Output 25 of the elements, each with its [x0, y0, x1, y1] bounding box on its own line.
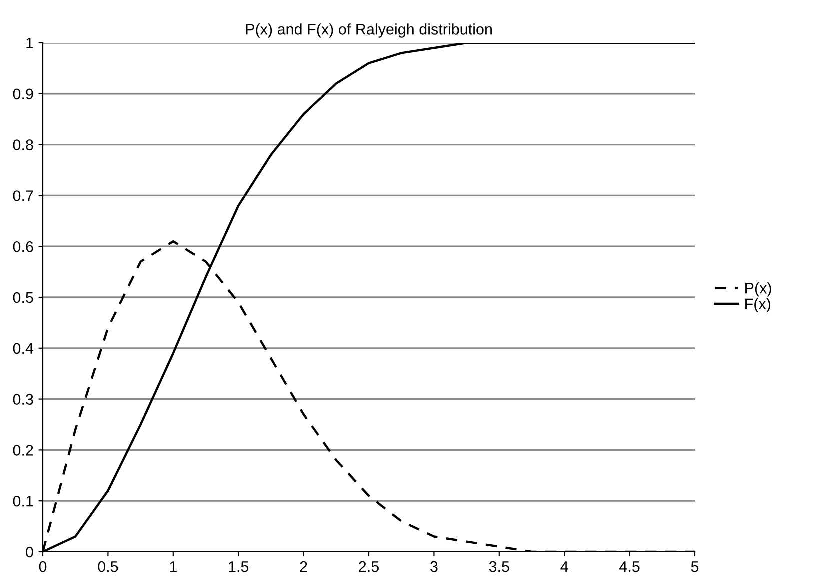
- y-tick-label: 1: [26, 38, 34, 49]
- x-tick-label: 2: [300, 561, 308, 572]
- x-tick-label: 5: [691, 562, 699, 572]
- y-tick-label: 0.7: [13, 190, 34, 202]
- x-tick-label: 2.5: [359, 561, 379, 572]
- y-tick-label: 0: [26, 546, 34, 558]
- x-tick-label: 0: [39, 561, 47, 572]
- x-tick-label: 3.5: [489, 561, 510, 572]
- y-tick-label: 0.6: [13, 241, 34, 252]
- chart-title: P(x) and F(x) of Ralyeigh distribution: [246, 24, 492, 38]
- y-tick-label: 0.2: [13, 445, 34, 456]
- x-tick-label: 4.5: [620, 562, 640, 572]
- x-tick-label: 0.5: [98, 561, 118, 572]
- legend-label: P(x): [746, 282, 772, 297]
- y-tick-label: 0.1: [13, 496, 34, 507]
- y-tick-label: 0.4: [13, 343, 34, 354]
- x-tick-label: 1.5: [229, 562, 249, 572]
- x-tick-label: 3: [430, 561, 438, 572]
- legend-label: F(x): [746, 298, 770, 312]
- x-tick-label: 1: [170, 562, 177, 572]
- y-tick-label: 0.8: [13, 140, 34, 150]
- y-tick-label: 0.9: [13, 88, 34, 100]
- y-tick-label: 0.5: [13, 292, 34, 304]
- y-tick-label: 0.3: [13, 394, 34, 405]
- x-tick-label: 4: [560, 562, 568, 572]
